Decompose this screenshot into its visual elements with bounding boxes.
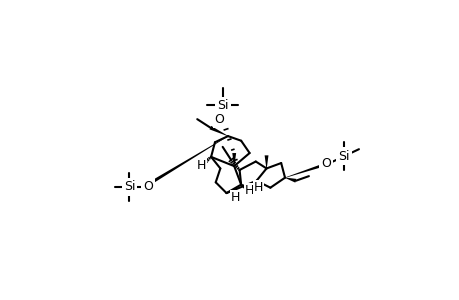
Polygon shape xyxy=(209,126,228,136)
Text: H: H xyxy=(254,181,263,194)
Text: H: H xyxy=(244,184,254,196)
Text: Si: Si xyxy=(338,150,349,163)
Text: Si: Si xyxy=(123,180,135,194)
Polygon shape xyxy=(264,155,268,168)
Text: O: O xyxy=(214,113,224,126)
Text: H: H xyxy=(196,159,205,172)
Text: Si: Si xyxy=(217,99,228,112)
Polygon shape xyxy=(143,136,228,188)
Text: O: O xyxy=(143,180,152,194)
Text: O: O xyxy=(320,157,330,169)
Text: H: H xyxy=(230,191,240,204)
Polygon shape xyxy=(285,161,330,178)
Polygon shape xyxy=(285,178,296,183)
Polygon shape xyxy=(232,153,235,166)
